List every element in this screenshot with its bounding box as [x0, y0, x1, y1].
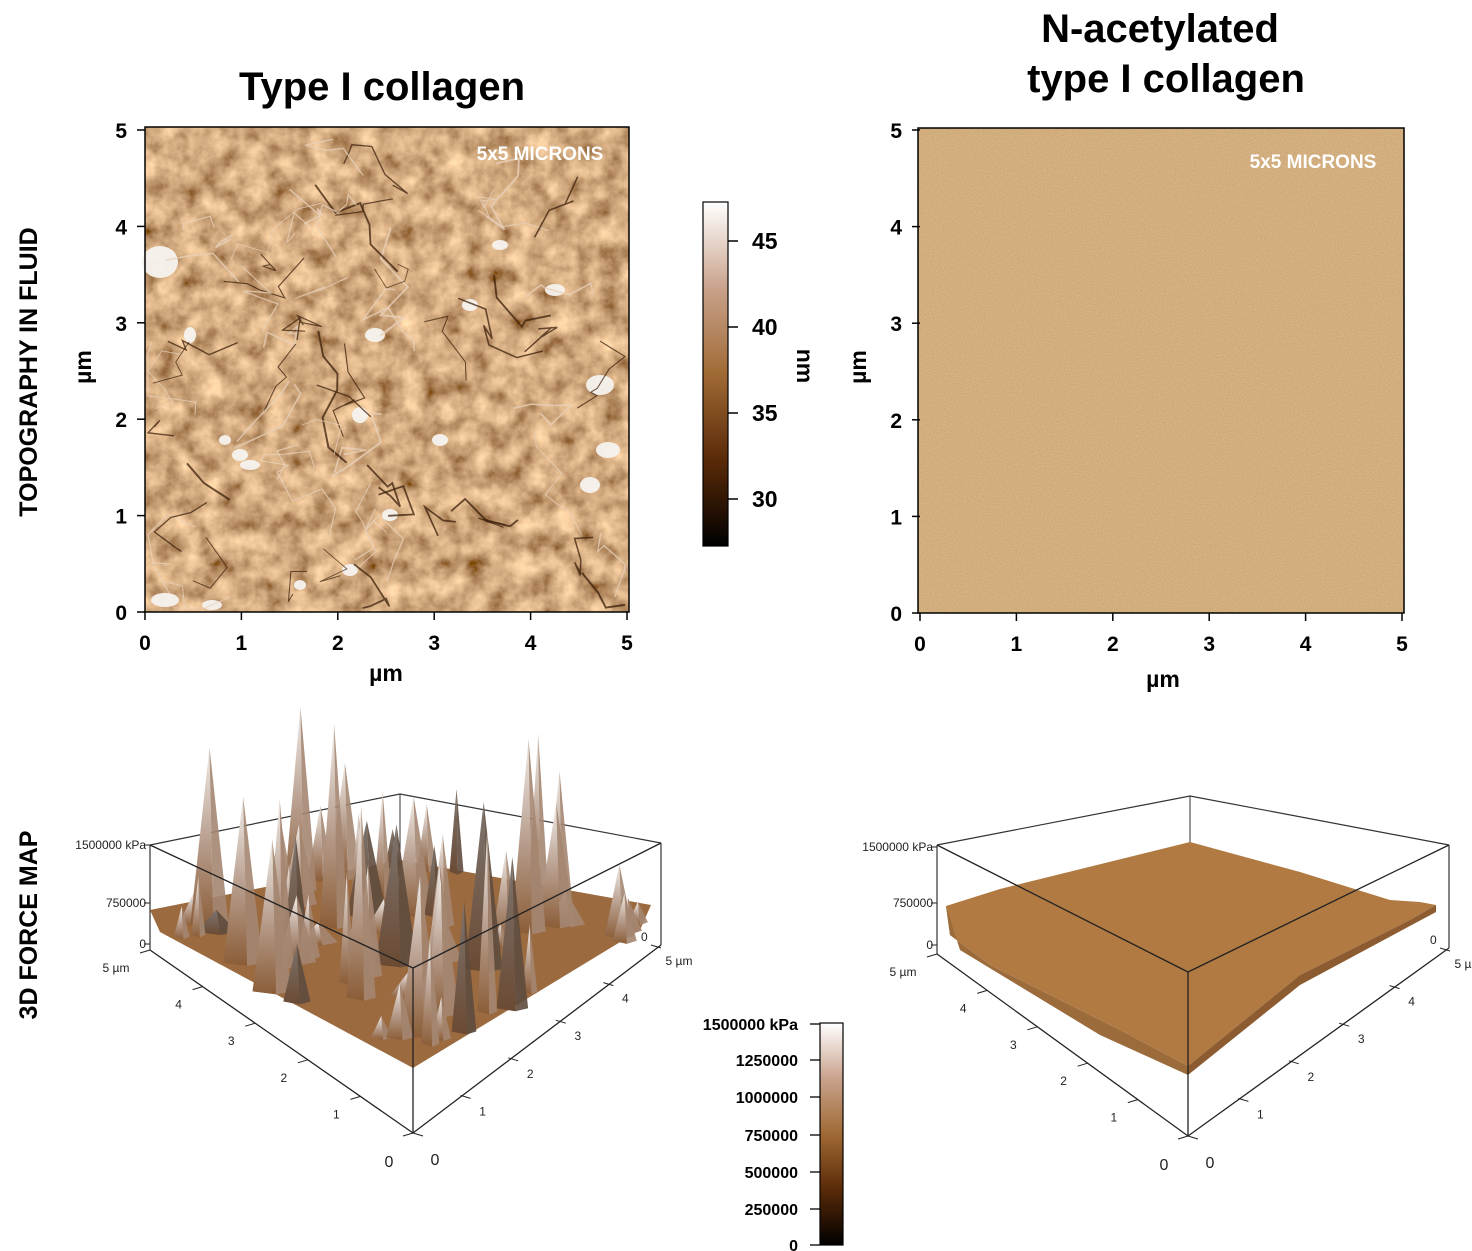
topography-right-y-tick: 0	[890, 603, 902, 626]
height-colorbar-tick: 45	[752, 228, 778, 254]
height-colorbar-tick: 30	[752, 486, 778, 512]
force-map-left-axis-tick: 3	[1010, 1038, 1017, 1052]
force-map-right-axis-tick: 2	[527, 1067, 534, 1081]
force-map-left-axis-tick: 1	[333, 1107, 340, 1121]
force-map-right-axes: 1500000 kPa 750000 0 5 µm 4 3 2 1 0 0 5 µm 4 3 2 1 0	[862, 840, 1472, 1174]
force-map-z-tick: 0	[139, 937, 146, 951]
row-label-topography: TOPOGRAPHY IN FLUID	[15, 227, 43, 516]
topography-right-y-tick: 4	[890, 217, 902, 240]
height-colorbar-tick: 40	[752, 314, 778, 340]
force-map-left-axis-tick: 0	[1160, 1157, 1169, 1174]
row-label-force-map: 3D FORCE MAP	[15, 831, 43, 1020]
topography-left-y-tick: 1	[115, 506, 127, 529]
force-map-right-panel: 1500000 kPa 750000 0 5 µm 4 3 2 1 0 0 5 µm 4 3 2 1 0	[862, 795, 1472, 1174]
topography-left-x-tick: 5	[621, 632, 633, 655]
force-colorbar-tick: 0	[789, 1238, 798, 1251]
force-map-z-tick: 750000	[106, 896, 146, 910]
topography-right-x-axis: 0 1 2 3 4 5	[914, 613, 1408, 656]
force-map-right-axis-tick: 0	[431, 1152, 440, 1169]
force-map-left-axis-tick: 2	[280, 1071, 287, 1085]
force-map-right-axis-tick: 3	[1358, 1032, 1365, 1046]
force-map-right-axis-tick: 4	[622, 992, 629, 1006]
force-map-left-spikes	[173, 706, 648, 1047]
force-map-left-axis-tick: 5 µm	[103, 961, 130, 975]
topography-left-y-tick: 2	[115, 409, 127, 432]
topography-left-y-tick: 0	[115, 602, 127, 625]
topography-left-panel: 5x5 MICRONS 0 1 2 3 4 5 0 1 2 3 4 5 µm µm	[70, 120, 633, 686]
topography-left-x-tick: 2	[332, 632, 344, 655]
topography-right-y-axis: 0 1 2 3 4 5	[890, 120, 920, 626]
height-colorbar-label: nm	[792, 349, 818, 384]
topography-left-x-tick: 4	[525, 632, 537, 655]
topography-left-fibrils	[146, 138, 626, 609]
topography-left-x-label: µm	[369, 660, 403, 686]
topography-right-x-tick: 0	[914, 633, 926, 656]
topography-left-scale-badge: 5x5 MICRONS	[477, 144, 604, 165]
force-map-right-axis-tick: 5 µm	[1455, 957, 1472, 971]
force-colorbar-tick: 1250000	[736, 1053, 798, 1070]
force-map-z-tick: 1500000 kPa	[862, 840, 933, 854]
topography-left-y-tick: 4	[115, 216, 127, 239]
height-colorbar: 45 40 35 30 nm	[702, 201, 818, 547]
force-map-right-axis-tick: 4	[1408, 995, 1415, 1009]
left-title: Type I collagen	[239, 65, 525, 109]
force-map-left-axis-tick: 4	[960, 1001, 967, 1015]
topography-right-x-label: µm	[1146, 666, 1180, 692]
force-map-left-axis-tick: 3	[228, 1034, 235, 1048]
topography-right-y-tick: 1	[890, 506, 902, 529]
topography-left-x-tick: 3	[428, 632, 440, 655]
topography-right-y-tick: 5	[890, 120, 902, 143]
force-map-left-axes: 1500000 kPa 750000 0 5 µm 4 3 2 1 0 0 5 µm 4 3 2 1 0	[75, 838, 692, 1171]
force-colorbar-tick: 1000000	[736, 1090, 798, 1107]
force-map-right-z-zero: 0	[641, 930, 648, 944]
force-map-left-axis-tick: 4	[175, 998, 182, 1012]
force-map-z-tick: 750000	[893, 896, 933, 910]
force-map-left-axis-tick: 5 µm	[890, 965, 917, 979]
force-colorbar-tick: 750000	[745, 1128, 798, 1145]
topography-right-x-tick: 2	[1107, 633, 1119, 656]
topography-right-image	[918, 128, 1404, 613]
topography-right-x-tick: 3	[1203, 633, 1215, 656]
force-colorbar: 1500000 kPa 1250000 1000000 750000 500000 250…	[703, 1017, 844, 1251]
force-map-z-tick: 1500000 kPa	[75, 838, 146, 852]
right-title-line1: N-acetylated	[1041, 7, 1279, 51]
topography-left-x-axis: 0 1 2 3 4 5	[139, 612, 633, 655]
right-title-line2: type I collagen	[1027, 57, 1305, 101]
topography-left-x-tick: 0	[139, 632, 151, 655]
force-map-right-axis-tick: 3	[574, 1029, 581, 1043]
topography-right-x-tick: 1	[1011, 633, 1023, 656]
topography-right-y-label: µm	[845, 350, 871, 384]
force-colorbar-tick: 250000	[745, 1202, 798, 1219]
force-map-right-axis-tick: 0	[1206, 1155, 1215, 1172]
topography-left-y-label: µm	[70, 350, 96, 384]
height-colorbar-tick: 35	[752, 400, 778, 426]
topography-right-scale-badge: 5x5 MICRONS	[1250, 152, 1377, 173]
topography-right-panel: 5x5 MICRONS 0 1 2 3 4 5 0 1 2 3 4 5 µm µm	[845, 120, 1408, 692]
force-map-right-z-zero: 0	[1430, 933, 1437, 947]
force-map-left-panel: 1500000 kPa 750000 0 5 µm 4 3 2 1 0 0 5 µm 4 3 2 1 0	[75, 706, 692, 1171]
topography-left-image	[145, 127, 629, 612]
force-map-right-axis-tick: 5 µm	[666, 954, 693, 968]
force-map-left-axis-tick: 2	[1060, 1074, 1067, 1088]
force-map-left-axis-tick: 0	[385, 1154, 394, 1171]
force-map-z-tick: 0	[926, 938, 933, 952]
force-map-right-axis-tick: 1	[479, 1104, 486, 1118]
force-map-right-surface	[946, 842, 1436, 1066]
topography-right-y-tick: 3	[890, 313, 902, 336]
topography-right-x-tick: 4	[1300, 633, 1312, 656]
force-map-left-axis-tick: 1	[1110, 1111, 1117, 1125]
force-colorbar-tick: 1500000 kPa	[703, 1017, 798, 1034]
force-colorbar-tick: 500000	[745, 1165, 798, 1182]
topography-left-y-tick: 3	[115, 313, 127, 336]
topography-left-y-tick: 5	[115, 120, 127, 143]
topography-right-y-tick: 2	[890, 410, 902, 433]
height-colorbar-ticks: 45 40 35 30	[728, 228, 778, 512]
force-colorbar-ticks: 1500000 kPa 1250000 1000000 750000 500000 250…	[703, 1017, 820, 1251]
topography-left-x-tick: 1	[236, 632, 248, 655]
topography-right-x-tick: 5	[1396, 633, 1408, 656]
force-map-right-axis-tick: 2	[1307, 1070, 1314, 1084]
force-map-right-axis-tick: 1	[1257, 1107, 1264, 1121]
topography-left-y-axis: 0 1 2 3 4 5	[115, 120, 145, 625]
